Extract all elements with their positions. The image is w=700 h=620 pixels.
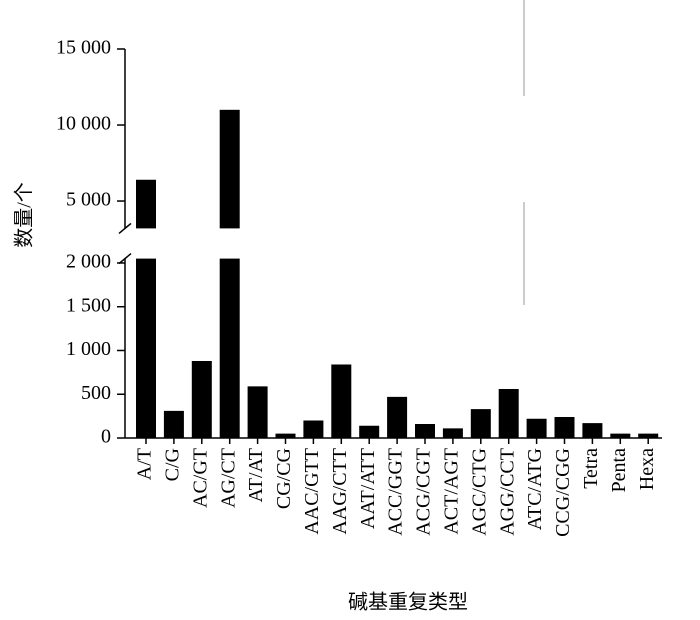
x-tick-label: AAG/CTT (329, 448, 351, 535)
bar (359, 425, 380, 438)
bar (442, 428, 463, 438)
bar (219, 109, 240, 229)
y-tick-label: 1 500 (66, 294, 111, 316)
x-tick-label: AAT/ATT (357, 448, 379, 529)
x-tick-label: CG/CG (273, 448, 295, 509)
x-tick-label: ACC/GGT (385, 448, 407, 536)
bar (582, 423, 603, 438)
bar (219, 258, 240, 438)
x-tick-label: AT/AT (245, 448, 267, 502)
x-tick-label: CCG/CGG (552, 448, 574, 537)
x-tick-label: AAC/GTT (301, 448, 323, 535)
bar (136, 179, 156, 229)
x-tick-label: A/T (134, 448, 156, 480)
x-tick-label: AGC/CTG (468, 448, 490, 536)
y-tick-label: 10 000 (56, 113, 111, 135)
y-tick-label: 1 000 (66, 338, 111, 360)
axis-break (118, 253, 132, 265)
bar (191, 360, 212, 438)
bar (136, 258, 156, 438)
bar (331, 364, 352, 438)
y-tick-label: 5 000 (66, 189, 111, 211)
y-tick-label: 15 000 (56, 37, 111, 59)
bar (638, 433, 659, 438)
bar (526, 418, 547, 438)
bar (247, 386, 268, 438)
bar (415, 423, 435, 438)
bar (498, 388, 519, 438)
x-tick-label: AG/CT (217, 448, 239, 508)
x-tick-label: Penta (608, 448, 630, 493)
x-tick-label: AGG/CCT (496, 448, 518, 536)
x-tick-label: ATC/ATG (524, 448, 546, 530)
y-tick-label: 2 000 (66, 251, 111, 273)
x-tick-label: C/G (161, 448, 183, 481)
bar (275, 433, 296, 438)
x-tick-label: Hexa (636, 448, 658, 490)
bar (470, 409, 491, 438)
y-tick-label: 0 (101, 426, 111, 448)
bar (163, 410, 184, 438)
x-tick-label: ACT/AGT (440, 448, 462, 535)
x-tick-label: AC/GT (189, 448, 211, 508)
bar (303, 420, 324, 438)
y-axis-label: 数量/个 (13, 182, 36, 248)
x-tick-label: ACG/CGT (413, 448, 435, 536)
bar (610, 433, 631, 438)
axis-break (118, 222, 132, 234)
y-tick-label: 500 (81, 382, 111, 404)
x-axis-label: 碱基重复类型 (348, 591, 468, 614)
x-tick-label: Tetra (580, 448, 602, 489)
bar (554, 416, 575, 438)
bar (387, 396, 408, 438)
